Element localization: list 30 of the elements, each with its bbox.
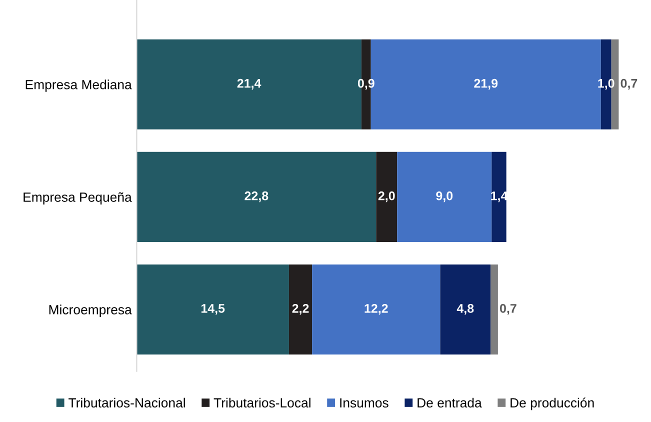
bar	[440, 264, 491, 354]
data-label: 12,2	[364, 304, 388, 315]
data-label: 9,0	[436, 191, 453, 202]
y-tick-label: Empresa Mediana	[26, 80, 132, 92]
bar	[312, 264, 440, 354]
data-label: 0,7	[500, 304, 516, 315]
legend-label: De entrada	[418, 398, 482, 408]
data-label: 2,0	[378, 191, 395, 202]
bar	[136, 152, 376, 242]
data-label: 22,8	[244, 191, 268, 202]
legend-label: Tributarios-Nacional	[68, 398, 185, 408]
bar	[376, 152, 398, 242]
data-label: 21,9	[474, 78, 498, 90]
data-label: 2,2	[292, 304, 309, 315]
legend-label: De producción	[510, 398, 594, 410]
y-tick-label: Empresa Pequeña	[24, 192, 132, 204]
data-label: 4,8	[456, 304, 474, 315]
bar	[397, 152, 492, 242]
data-label: 0,7	[620, 78, 638, 90]
data-label: 14,5	[201, 304, 225, 315]
legend-label: Tributarios-Local	[214, 398, 310, 408]
bar	[288, 264, 312, 354]
bar	[136, 264, 289, 354]
data-label: 21,4	[237, 78, 262, 90]
data-label: 1,4	[491, 192, 508, 202]
bar	[492, 152, 506, 242]
y-tick-label: Microempresa	[49, 304, 132, 317]
bar	[490, 264, 498, 354]
legend-label: Insumos	[340, 398, 388, 408]
data-label: 1,0	[598, 78, 614, 90]
